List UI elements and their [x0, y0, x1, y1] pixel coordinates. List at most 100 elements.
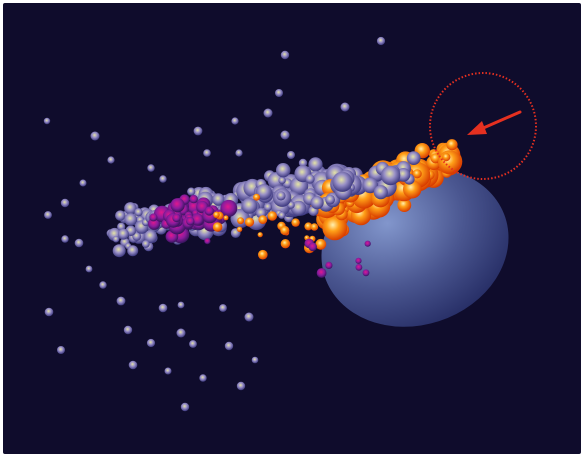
particle	[305, 174, 315, 184]
particle	[79, 179, 87, 187]
particle	[308, 157, 323, 172]
particle	[187, 187, 196, 196]
particle	[189, 340, 197, 348]
arrow-icon	[467, 110, 522, 135]
particle	[213, 211, 220, 219]
particle	[177, 301, 185, 309]
particle	[204, 238, 211, 245]
particle	[219, 304, 227, 312]
particle	[257, 232, 263, 238]
particle	[251, 356, 259, 364]
particle	[235, 149, 243, 157]
particle	[322, 215, 348, 241]
particle	[406, 151, 421, 166]
particle	[438, 150, 462, 174]
particle	[287, 151, 295, 159]
particle	[189, 194, 198, 204]
particle	[397, 198, 412, 213]
particle-scene	[43, 36, 537, 412]
particle	[176, 328, 186, 338]
particle	[193, 126, 203, 136]
particle	[310, 196, 324, 210]
particle	[258, 249, 268, 260]
particle	[276, 163, 291, 178]
particle	[141, 240, 150, 248]
particle	[61, 235, 69, 243]
particle	[149, 213, 158, 222]
particle	[355, 264, 363, 271]
particle	[127, 245, 139, 257]
particle	[203, 149, 211, 157]
particle	[362, 177, 379, 194]
particle	[355, 257, 362, 264]
particle	[116, 296, 126, 306]
canvas	[3, 3, 581, 454]
particle	[280, 130, 290, 140]
particle	[85, 265, 93, 273]
particle	[180, 402, 190, 412]
particle	[244, 312, 254, 322]
particle	[231, 117, 239, 125]
particle	[204, 206, 214, 216]
particle	[107, 156, 115, 164]
particle	[212, 222, 223, 232]
particle	[256, 184, 272, 200]
particle	[112, 235, 120, 243]
particle	[276, 191, 286, 201]
particle	[159, 175, 167, 183]
particle	[44, 211, 52, 219]
particle	[244, 217, 255, 227]
particle	[172, 213, 181, 223]
particle	[146, 338, 156, 348]
particle	[223, 215, 229, 221]
particle	[263, 108, 273, 118]
particle	[325, 261, 333, 269]
particle	[380, 165, 401, 186]
particle	[362, 269, 370, 277]
particle	[115, 210, 126, 221]
particle	[117, 228, 129, 240]
particle	[275, 89, 283, 97]
particle	[90, 131, 100, 141]
particle	[412, 169, 422, 179]
particle	[124, 202, 137, 215]
target-circle	[429, 72, 537, 180]
particle	[396, 168, 411, 182]
particle	[364, 240, 371, 247]
particle	[236, 381, 246, 391]
particle	[199, 374, 207, 382]
particle	[298, 158, 308, 168]
particle	[123, 325, 133, 335]
particle	[186, 217, 195, 226]
particle	[60, 198, 70, 208]
particle	[258, 215, 268, 225]
particle	[304, 222, 313, 231]
particle	[316, 268, 327, 278]
particle	[340, 102, 350, 112]
particle	[44, 307, 54, 317]
particle	[263, 202, 272, 212]
particle	[280, 239, 291, 249]
particle	[446, 139, 458, 151]
particle	[403, 180, 422, 199]
particle	[237, 217, 245, 225]
particle	[442, 153, 451, 162]
particle	[212, 193, 225, 206]
particle	[220, 199, 238, 217]
particle	[124, 213, 138, 226]
particle	[376, 36, 386, 46]
particle	[158, 303, 168, 313]
particle	[112, 244, 126, 258]
particle	[128, 360, 138, 370]
particle	[278, 211, 286, 219]
particle	[332, 171, 353, 192]
particle	[147, 164, 155, 172]
particle	[134, 208, 143, 217]
particle	[224, 341, 234, 351]
particle	[236, 226, 243, 232]
particle	[253, 193, 261, 201]
particle	[143, 229, 158, 244]
particle	[280, 225, 290, 236]
particle	[57, 346, 65, 354]
particle	[278, 176, 286, 185]
